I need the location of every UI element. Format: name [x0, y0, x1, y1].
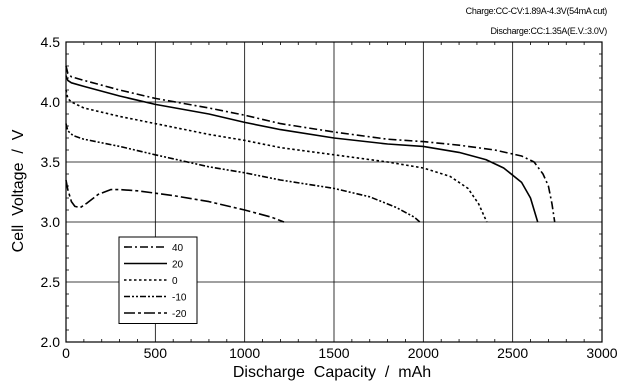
- x-tick-label: 2500: [497, 345, 528, 361]
- plot-frame: [65, 41, 603, 343]
- y-tick-label: 2.5: [41, 274, 61, 290]
- x-tick-label: 1000: [229, 345, 260, 361]
- legend-label: 20: [172, 260, 184, 271]
- series-group: [65, 65, 556, 223]
- x-tick-label: 0: [62, 345, 70, 361]
- charge-note: Charge:CC-CV:1.89A-4.3V(54mA cut): [466, 6, 608, 16]
- x-tick-label: 2000: [408, 345, 439, 361]
- legend-label: -10: [172, 293, 187, 304]
- series-line--20: [65, 179, 285, 223]
- legend-label: 0: [172, 276, 178, 287]
- y-tick-label: 4.0: [41, 94, 61, 110]
- x-tick-label: 500: [144, 345, 168, 361]
- series-line-20: [65, 75, 539, 223]
- axis-ticks: 0 500 1000 1500 2000 2500 3000 2.0 2.5 3.0 3.5 4.0 4…: [41, 34, 618, 361]
- legend-label: 40: [172, 243, 184, 254]
- series-line--10: [65, 123, 421, 223]
- series-line-40: [65, 65, 556, 223]
- y-tick-label: 3.5: [41, 154, 61, 170]
- x-tick-label: 1500: [318, 345, 349, 361]
- legend: 40 20 0 -10 -20: [118, 236, 198, 324]
- legend-label: -20: [172, 309, 187, 320]
- y-tick-label: 3.0: [41, 214, 61, 230]
- legend-box: [118, 236, 198, 324]
- x-axis-title: Discharge Capacity / mAh: [233, 364, 431, 381]
- x-tick-label: 3000: [586, 345, 617, 361]
- y-tick-label: 2.0: [41, 334, 61, 350]
- y-axis-title: Cell Voltage / V: [10, 129, 27, 252]
- y-tick-label: 4.5: [41, 34, 61, 50]
- discharge-note: Discharge:CC:1.35A(E.V.:3.0V): [490, 26, 607, 36]
